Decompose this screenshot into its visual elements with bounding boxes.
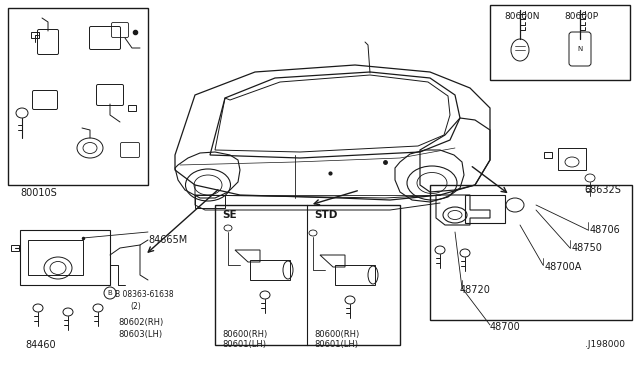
- Text: 80600(RH): 80600(RH): [314, 330, 359, 339]
- Text: 80600P: 80600P: [564, 12, 598, 21]
- Bar: [250, 260, 290, 280]
- Text: 80601(LH): 80601(LH): [314, 340, 358, 349]
- Text: 48700: 48700: [490, 322, 521, 332]
- Text: 80602(RH): 80602(RH): [118, 318, 163, 327]
- Text: 80010S: 80010S: [20, 188, 57, 198]
- Text: 80603(LH): 80603(LH): [118, 330, 162, 339]
- Text: (2): (2): [130, 302, 141, 311]
- Bar: [20, 230, 110, 285]
- Bar: [215, 205, 400, 345]
- Text: 48700A: 48700A: [545, 262, 582, 272]
- Bar: [28, 240, 83, 275]
- Text: 48750: 48750: [572, 243, 603, 253]
- Text: SE: SE: [222, 210, 237, 220]
- Bar: [430, 185, 632, 320]
- Bar: [335, 265, 375, 285]
- Text: 68632S: 68632S: [584, 185, 621, 195]
- Bar: [490, 5, 630, 80]
- Text: 48720: 48720: [460, 285, 491, 295]
- Text: B 08363-61638: B 08363-61638: [115, 290, 173, 299]
- Text: 84460: 84460: [25, 340, 56, 350]
- Bar: [128, 105, 136, 111]
- Bar: [465, 195, 505, 223]
- Bar: [544, 152, 552, 158]
- Text: 48706: 48706: [590, 225, 621, 235]
- Text: N: N: [577, 46, 582, 52]
- Bar: [31, 32, 39, 38]
- Text: B: B: [108, 290, 113, 296]
- Text: .J198000: .J198000: [585, 340, 625, 349]
- Text: 80601(LH): 80601(LH): [222, 340, 266, 349]
- Text: 84665M: 84665M: [148, 235, 188, 245]
- Bar: [11, 245, 19, 251]
- Bar: [558, 148, 586, 170]
- Text: STD: STD: [314, 210, 337, 220]
- Bar: [8, 8, 148, 185]
- Text: 80600N: 80600N: [504, 12, 540, 21]
- Text: 80600(RH): 80600(RH): [222, 330, 268, 339]
